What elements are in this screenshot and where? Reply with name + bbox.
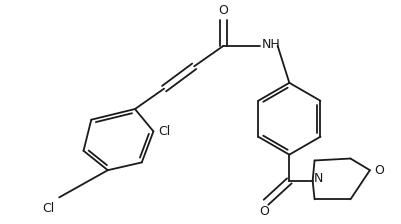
Text: O: O <box>374 164 384 177</box>
Text: O: O <box>259 205 269 218</box>
Text: N: N <box>314 172 323 185</box>
Text: Cl: Cl <box>42 202 55 215</box>
Text: O: O <box>219 4 228 17</box>
Text: NH: NH <box>262 39 281 52</box>
Text: Cl: Cl <box>158 125 170 138</box>
